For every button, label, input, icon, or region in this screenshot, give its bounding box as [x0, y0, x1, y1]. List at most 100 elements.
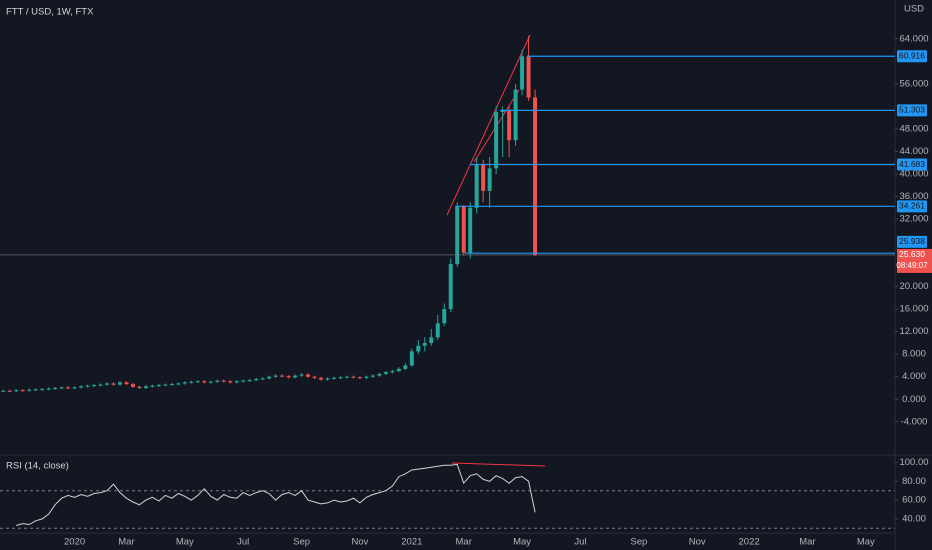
candle-body	[416, 345, 421, 352]
candle-body	[130, 384, 135, 387]
rsi-line	[16, 463, 536, 526]
candle-body	[117, 382, 122, 385]
candle-body	[254, 378, 259, 381]
candle-body	[357, 377, 362, 379]
x-tick-label: Mar	[118, 537, 134, 548]
x-tick-label: Sep	[630, 537, 647, 548]
candle-body	[338, 377, 343, 379]
x-tick-label: Nov	[351, 537, 368, 548]
x-tick-label: May	[176, 537, 194, 548]
x-tick-label: May	[513, 537, 531, 548]
x-tick-label: Nov	[689, 537, 706, 548]
candle-body	[260, 378, 265, 380]
candle-body	[143, 386, 148, 388]
candle-body	[364, 376, 369, 378]
y-tick-label: 44.000	[899, 146, 928, 157]
level-label-bg	[897, 104, 927, 117]
candle-body	[247, 380, 252, 382]
candle-body	[92, 385, 97, 387]
level-label: 60.916	[899, 50, 925, 60]
candle-body	[319, 377, 324, 380]
candle-body	[156, 385, 161, 387]
candle-body	[1, 390, 6, 392]
candle-body	[513, 89, 518, 141]
x-tick-label: Jul	[237, 537, 249, 548]
candle-body	[383, 372, 388, 374]
candle-body	[370, 375, 375, 377]
level-label: 25.938	[899, 236, 925, 246]
candle-body	[137, 386, 142, 388]
candle-body	[461, 206, 466, 253]
candle-body	[176, 383, 181, 385]
candle-body	[241, 380, 246, 382]
candle-body	[46, 388, 51, 390]
candle-body	[273, 375, 278, 377]
y-tick-label: 80.00	[902, 476, 926, 487]
level-label-bg	[897, 235, 927, 248]
y-tick-label: 40.000	[899, 169, 928, 180]
candle-body	[390, 371, 395, 373]
candle-body	[280, 375, 285, 377]
candle-body	[53, 387, 58, 389]
candle-body	[293, 375, 298, 378]
candle-body	[195, 381, 200, 383]
y-tick-label: 20.000	[899, 281, 928, 292]
y-tick-label: 8.000	[902, 349, 926, 360]
candle-body	[474, 164, 479, 208]
y-tick-label: 12.000	[899, 326, 928, 337]
candle-body	[533, 97, 538, 255]
candle-body	[344, 376, 349, 378]
candle-body	[169, 384, 174, 386]
candle-body	[481, 164, 486, 191]
y-tick-label: 16.000	[899, 304, 928, 315]
candle-body	[221, 380, 226, 382]
trend-line	[446, 34, 531, 216]
x-tick-label: May	[857, 537, 875, 548]
candle-body	[33, 389, 38, 391]
level-label: 41.683	[899, 159, 925, 169]
candle-body	[7, 390, 12, 392]
candle-body	[299, 374, 304, 376]
candle-body	[468, 207, 473, 253]
candle-body	[286, 376, 291, 378]
candle-body	[85, 385, 90, 387]
candle-body	[202, 381, 207, 383]
level-label-bg	[897, 200, 927, 213]
candle-body	[442, 309, 447, 324]
candle-body	[208, 381, 213, 383]
y-tick-label: 64.000	[899, 33, 928, 44]
y-tick-label: 4.000	[902, 371, 926, 382]
candle-body	[403, 365, 408, 369]
candle-body	[435, 323, 440, 338]
y-tick-label: 40.00	[902, 513, 926, 524]
countdown: 08:49:07	[896, 261, 928, 270]
candle-body	[312, 376, 317, 378]
level-label: 51.303	[899, 105, 925, 115]
x-tick-label: Jul	[574, 537, 586, 548]
y-tick-label: 32.000	[899, 214, 928, 225]
candle-body	[429, 337, 434, 343]
candle-body	[422, 342, 427, 346]
y-tick-label: -4.000	[901, 416, 928, 427]
candle-body	[325, 378, 330, 380]
last-price-bg	[897, 248, 932, 273]
x-tick-label: Sep	[293, 537, 310, 548]
candle-body	[234, 381, 239, 383]
candle-body	[124, 382, 129, 385]
candle-body	[79, 386, 84, 388]
candle-body	[72, 387, 77, 389]
candle-body	[409, 351, 414, 366]
level-label-bg	[897, 50, 927, 63]
indicator-title: RSI (14, close)	[6, 461, 69, 472]
candle-body	[500, 110, 505, 113]
candle-body	[14, 390, 19, 392]
x-tick-label: 2020	[64, 537, 85, 548]
x-tick-label: Mar	[799, 537, 815, 548]
candle-body	[377, 373, 382, 376]
divergence-line	[451, 462, 546, 467]
y-tick-label: 100.00	[899, 457, 928, 468]
candle-body	[59, 387, 64, 389]
candle-body	[267, 376, 272, 379]
